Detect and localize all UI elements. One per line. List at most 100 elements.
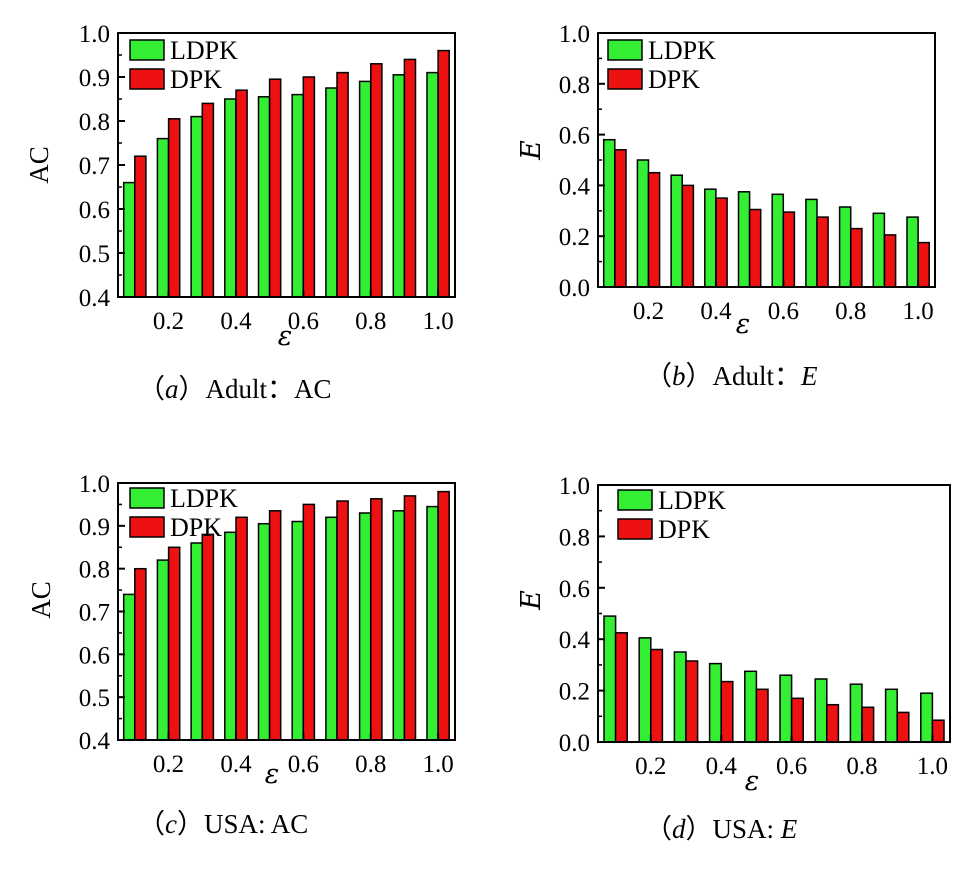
y-tick-label: 0.0 — [559, 275, 590, 302]
bar-ldpk-8 — [838, 206, 852, 288]
bar-ldpk-9 — [884, 688, 898, 743]
bar-ldpk-1 — [602, 138, 616, 288]
y-tick-label: 0.8 — [79, 557, 110, 584]
y-tick-label: 0.8 — [559, 72, 590, 99]
bar-dpk-3 — [201, 533, 215, 741]
chart-panel-a: 0.4 0.5 0.6 0.7 0.8 0.9 1.0 0.2 0.4 0.6 0.8 1.0 ε AC L… — [24, 21, 456, 404]
legend-label-ldpk: LDPK — [648, 36, 716, 65]
legend-label-ldpk: LDPK — [170, 36, 238, 65]
y-axis-label: E — [516, 140, 547, 161]
bar-dpk-10 — [917, 241, 930, 288]
x-tick-label: 0.8 — [355, 751, 386, 778]
bar-dpk-7 — [826, 703, 840, 743]
y-tick-label: 1.0 — [559, 473, 590, 500]
legend-swatch-ldpk — [617, 489, 653, 511]
bar-ldpk-7 — [805, 198, 818, 288]
bar-dpk-9 — [896, 711, 910, 743]
bar-dpk-2 — [647, 171, 661, 288]
y-tick-label: 0.7 — [79, 153, 110, 180]
bar-ldpk-10 — [920, 692, 934, 743]
legend-swatch-dpk — [617, 518, 653, 540]
y-tick-label: 0.9 — [79, 514, 110, 541]
bar-dpk-2 — [650, 648, 664, 743]
bar-ldpk-8 — [358, 80, 372, 298]
bar-ldpk-9 — [872, 212, 886, 288]
y-tick-label: 1.0 — [79, 471, 110, 498]
y-tick-label: 0.9 — [79, 65, 110, 92]
bar-dpk-4 — [720, 680, 734, 743]
panel-caption: （c）USA: AC — [138, 809, 308, 839]
y-axis-label: AC — [24, 146, 54, 184]
x-tick-label: 0.6 — [288, 751, 319, 778]
bar-dpk-5 — [755, 688, 769, 743]
y-tick-label: 0.4 — [559, 173, 591, 200]
bar-ldpk-3 — [190, 115, 203, 298]
x-axis-label: ε — [736, 309, 751, 340]
bar-ldpk-8 — [358, 512, 372, 741]
bar-dpk-4 — [235, 516, 248, 741]
bar-ldpk-6 — [771, 193, 785, 288]
chart-panel-d: 0.0 0.2 0.4 0.6 0.8 1.0 0.2 0.4 0.6 0.8 1.0 ε E LDPKD… — [516, 473, 951, 844]
panel-caption: （a）Adult：AC — [138, 374, 332, 404]
legend-label-ldpk: LDPK — [170, 484, 238, 513]
x-axis-label: ε — [265, 759, 280, 790]
x-tick-label: 0.4 — [700, 298, 732, 325]
x-tick-label: 1.0 — [903, 298, 934, 325]
bar-ldpk-4 — [224, 98, 237, 298]
bar-ldpk-5 — [257, 96, 271, 298]
x-tick-label: 0.4 — [220, 751, 252, 778]
bar-ldpk-7 — [325, 516, 338, 741]
bar-dpk-3 — [201, 102, 215, 298]
bar-dpk-3 — [681, 184, 695, 288]
legend-label-dpk: DPK — [170, 513, 222, 542]
chart-panel-b: 0.0 0.2 0.4 0.6 0.8 1.0 0.2 0.4 0.6 0.8 1.0 ε E LDPKD… — [516, 21, 936, 391]
bar-dpk-8 — [861, 706, 875, 743]
panel-caption: （b）Adult：E — [645, 361, 818, 391]
bar-ldpk-2 — [156, 559, 170, 741]
bar-dpk-1 — [614, 632, 628, 743]
bar-dpk-10 — [931, 719, 945, 743]
legend-swatch-ldpk — [129, 487, 165, 509]
bar-dpk-1 — [614, 149, 627, 288]
bar-dpk-4 — [715, 197, 728, 288]
legend-label-dpk: DPK — [658, 515, 710, 544]
bar-ldpk-4 — [224, 531, 237, 741]
y-tick-label: 0.6 — [559, 123, 590, 150]
legend-swatch-dpk — [129, 516, 165, 538]
y-tick-label: 0.4 — [79, 285, 111, 312]
bar-ldpk-2 — [636, 159, 650, 288]
y-axis-label: E — [516, 590, 547, 611]
bar-dpk-5 — [268, 510, 282, 741]
y-tick-label: 0.2 — [559, 679, 590, 706]
y-tick-label: 0.8 — [559, 524, 590, 551]
bar-ldpk-7 — [325, 87, 338, 298]
x-tick-label: 0.8 — [355, 308, 386, 335]
bar-ldpk-6 — [291, 520, 305, 741]
legend-label-dpk: DPK — [648, 65, 700, 94]
panel-caption: （d）USA: E — [645, 814, 798, 844]
bar-dpk-6 — [790, 697, 804, 743]
bar-ldpk-2 — [638, 637, 652, 743]
bar-ldpk-3 — [673, 651, 687, 743]
y-tick-label: 0.7 — [79, 600, 110, 627]
bar-ldpk-10 — [426, 505, 439, 741]
y-tick-label: 0.8 — [79, 109, 110, 136]
bar-ldpk-8 — [849, 683, 863, 743]
x-tick-label: 0.6 — [288, 308, 319, 335]
bar-dpk-2 — [167, 546, 181, 741]
bar-dpk-7 — [816, 216, 829, 288]
bar-dpk-8 — [850, 227, 863, 288]
y-tick-label: 1.0 — [79, 21, 110, 48]
bar-dpk-6 — [302, 503, 316, 741]
x-tick-label: 0.2 — [635, 753, 666, 780]
x-axis-label: ε — [278, 321, 293, 352]
x-tick-label: 1.0 — [423, 308, 454, 335]
x-tick-label: 1.0 — [917, 753, 948, 780]
bar-ldpk-1 — [122, 593, 136, 741]
y-tick-label: 0.2 — [559, 224, 590, 251]
bar-dpk-3 — [685, 660, 699, 743]
bar-dpk-1 — [134, 155, 147, 298]
legend-label-dpk: DPK — [170, 65, 222, 94]
bar-ldpk-10 — [906, 216, 919, 288]
